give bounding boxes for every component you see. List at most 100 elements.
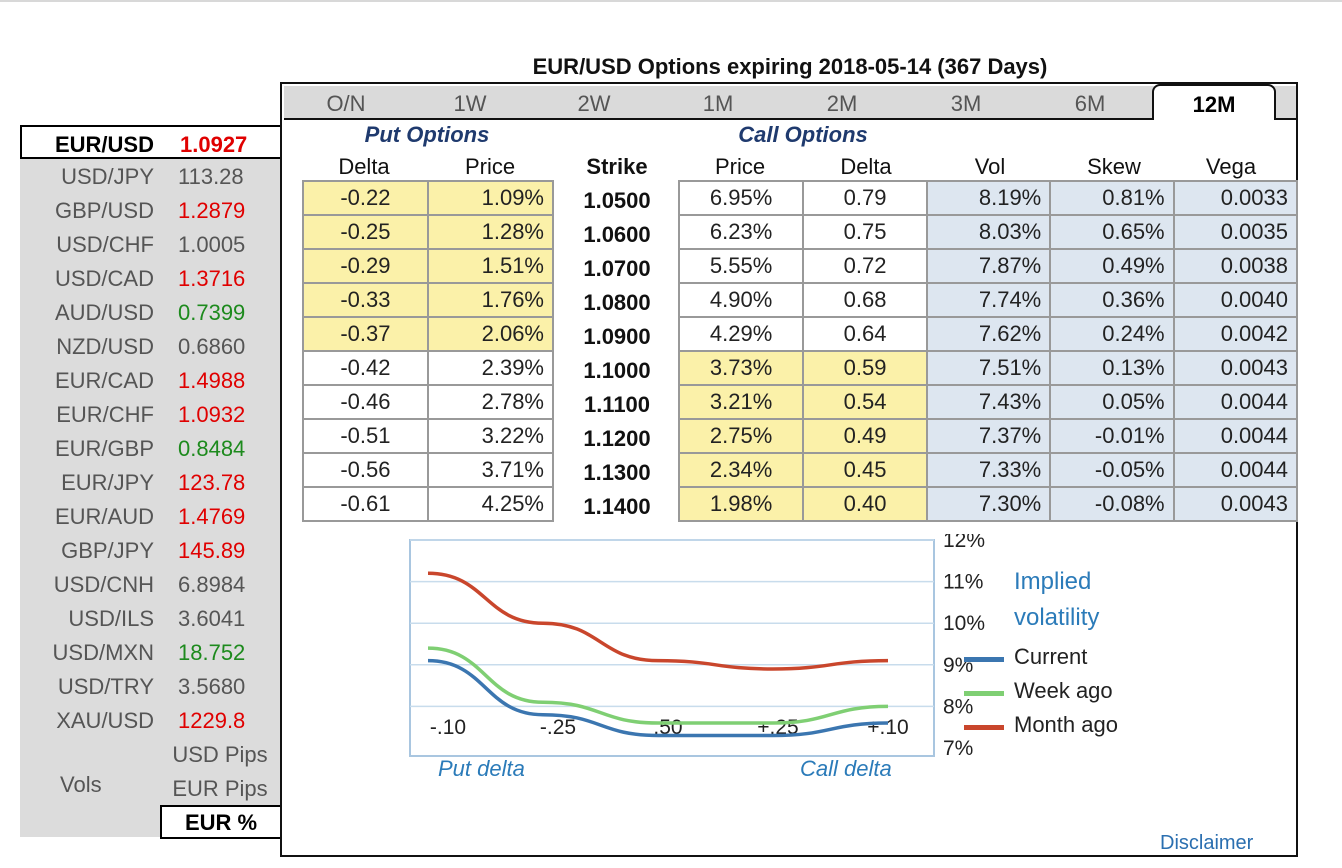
pair-rate: 6.8984 xyxy=(178,572,246,597)
strike-cell: 1.1200 xyxy=(583,426,651,451)
pair-row-usd-cad[interactable]: USD/CAD 1.3716 xyxy=(20,261,280,295)
call-price-cell: 3.73% xyxy=(677,350,805,386)
tab-6m[interactable]: 6M xyxy=(1074,91,1106,116)
call-options-heading: Call Options xyxy=(738,122,868,147)
vol-cell: 7.51% xyxy=(925,350,1052,386)
put-row: -0.37 2.06% xyxy=(302,316,555,352)
tab-12m[interactable]: 12M xyxy=(1152,84,1276,120)
strike-cell: 1.1300 xyxy=(583,460,651,485)
pair-row-eur-gbp[interactable]: EUR/GBP 0.8484 xyxy=(20,431,280,465)
y-tick-label: 12% xyxy=(943,534,985,552)
tab-2w[interactable]: 2W xyxy=(577,91,611,116)
call-row: 4.90% 0.68 xyxy=(677,282,928,318)
vega-header: Vega xyxy=(1205,154,1257,179)
strike-cell: 1.1400 xyxy=(583,494,651,519)
put-price-cell: 1.28% xyxy=(426,214,555,250)
tab-3m[interactable]: 3M xyxy=(950,91,982,116)
legend-month-ago: Month ago xyxy=(964,712,1184,740)
pair-row-eur-jpy[interactable]: EUR/JPY 123.78 xyxy=(20,465,280,499)
pair-rate: 3.5680 xyxy=(178,674,246,699)
tab-2m[interactable]: 2M xyxy=(826,91,858,116)
call-delta-cell: 0.79 xyxy=(802,180,928,216)
strike-cell: 1.1100 xyxy=(583,392,651,417)
call-delta-header: Delta xyxy=(840,154,892,179)
month-ago-swatch xyxy=(964,725,1004,730)
pair-rate: 145.89 xyxy=(178,538,246,563)
pair-rate: 1.4769 xyxy=(178,504,246,529)
pair-row-eur-aud[interactable]: EUR/AUD 1.4769 xyxy=(20,499,280,533)
skew-cell: 0.81% xyxy=(1049,180,1175,216)
pair-rate: 1.4988 xyxy=(178,368,246,393)
put-delta-cell: -0.46 xyxy=(302,384,429,420)
pair-rate: 0.8484 xyxy=(178,436,246,461)
vol-cell: 7.33% xyxy=(925,452,1052,488)
pair-row-nzd-usd[interactable]: NZD/USD 0.6860 xyxy=(20,329,280,363)
vol-row: 7.43% 0.05% 0.0044 xyxy=(925,384,1299,420)
vol-option-usd-pips[interactable]: USD Pips xyxy=(172,742,268,767)
x-tick-label: -.25 xyxy=(540,716,576,739)
pair-name: USD/MXN xyxy=(52,640,154,665)
vol-option-eur-percent[interactable]: EUR % xyxy=(160,805,280,839)
pair-name: USD/ILS xyxy=(68,606,154,631)
tab-on[interactable]: O/N xyxy=(326,91,366,116)
pair-row-usd-jpy[interactable]: USD/JPY 113.28 xyxy=(20,159,280,193)
call-price-cell: 2.75% xyxy=(677,418,805,454)
vol-row: 8.19% 0.81% 0.0033 xyxy=(925,180,1299,216)
put-price-cell: 3.22% xyxy=(426,418,555,454)
put-row: -0.42 2.39% xyxy=(302,350,555,386)
pair-row-gbp-jpy[interactable]: GBP/JPY 145.89 xyxy=(20,533,280,567)
vol-cell: 8.03% xyxy=(925,214,1052,250)
pair-rate: 1.0927 xyxy=(180,132,248,157)
call-price-header: Price xyxy=(714,154,766,179)
pair-row-usd-chf[interactable]: USD/CHF 1.0005 xyxy=(20,227,280,261)
pair-row-usd-ils[interactable]: USD/ILS 3.6041 xyxy=(20,601,280,635)
pair-row-xau-usd[interactable]: XAU/USD 1229.8 xyxy=(20,703,280,737)
pair-row-usd-mxn[interactable]: USD/MXN 18.752 xyxy=(20,635,280,669)
strike-column: 1.0500 1.0600 1.0700 1.0800 1.0900 1.1000 1.11… xyxy=(562,180,672,520)
skew-header: Skew xyxy=(1087,154,1141,179)
pair-rate: 1229.8 xyxy=(178,708,246,733)
put-price-cell: 1.51% xyxy=(426,248,555,284)
vol-option-eur-pips[interactable]: EUR Pips xyxy=(172,776,268,801)
pair-row-eur-usd[interactable]: EUR/USD 1.0927 xyxy=(20,125,280,159)
pair-row-gbp-usd[interactable]: GBP/USD 1.2879 xyxy=(20,193,280,227)
call-price-cell: 2.34% xyxy=(677,452,805,488)
put-row: -0.51 3.22% xyxy=(302,418,555,454)
call-price-cell: 4.90% xyxy=(677,282,805,318)
call-delta-cell: 0.75 xyxy=(802,214,928,250)
vega-cell: 0.0040 xyxy=(1172,282,1299,318)
legend-current-label: Current xyxy=(1014,644,1088,669)
tab-1w[interactable]: 1W xyxy=(453,91,487,116)
vol-row: 7.37% -0.01% 0.0044 xyxy=(925,418,1299,454)
put-delta-cell: -0.61 xyxy=(302,486,429,522)
tab-1m[interactable]: 1M xyxy=(702,91,734,116)
pair-row-usd-try[interactable]: USD/TRY 3.5680 xyxy=(20,669,280,703)
pair-name: EUR/CAD xyxy=(54,368,154,393)
disclaimer-link[interactable]: Disclaimer xyxy=(1160,832,1254,854)
put-price-cell: 4.25% xyxy=(426,486,555,522)
pair-row-aud-usd[interactable]: AUD/USD 0.7399 xyxy=(20,295,280,329)
put-delta-cell: -0.42 xyxy=(302,350,429,386)
put-delta-cell: -0.37 xyxy=(302,316,429,352)
x-tick-label: +.10 xyxy=(867,716,908,739)
call-delta-cell: 0.45 xyxy=(802,452,928,488)
call-row: 6.95% 0.79 xyxy=(677,180,928,216)
pair-name: XAU/USD xyxy=(56,708,154,733)
pair-name: GBP/USD xyxy=(54,198,154,223)
pair-row-eur-chf[interactable]: EUR/CHF 1.0932 xyxy=(20,397,280,431)
skew-cell: -0.01% xyxy=(1049,418,1175,454)
vol-row: 7.51% 0.13% 0.0043 xyxy=(925,350,1299,386)
skew-cell: 0.13% xyxy=(1049,350,1175,386)
legend-week-ago: Week ago xyxy=(964,678,1184,706)
strike-cell: 1.0600 xyxy=(583,222,651,247)
skew-cell: 0.65% xyxy=(1049,214,1175,250)
call-row: 6.23% 0.75 xyxy=(677,214,928,250)
pair-row-eur-cad[interactable]: EUR/CAD 1.4988 xyxy=(20,363,280,397)
vega-cell: 0.0044 xyxy=(1172,418,1299,454)
vol-cell: 8.19% xyxy=(925,180,1052,216)
pair-row-usd-cnh[interactable]: USD/CNH 6.8984 xyxy=(20,567,280,601)
vol-header: Vol xyxy=(974,154,1006,179)
strike-header: Strike xyxy=(586,154,648,179)
put-price-cell: 3.71% xyxy=(426,452,555,488)
skew-cell: 0.36% xyxy=(1049,282,1175,318)
